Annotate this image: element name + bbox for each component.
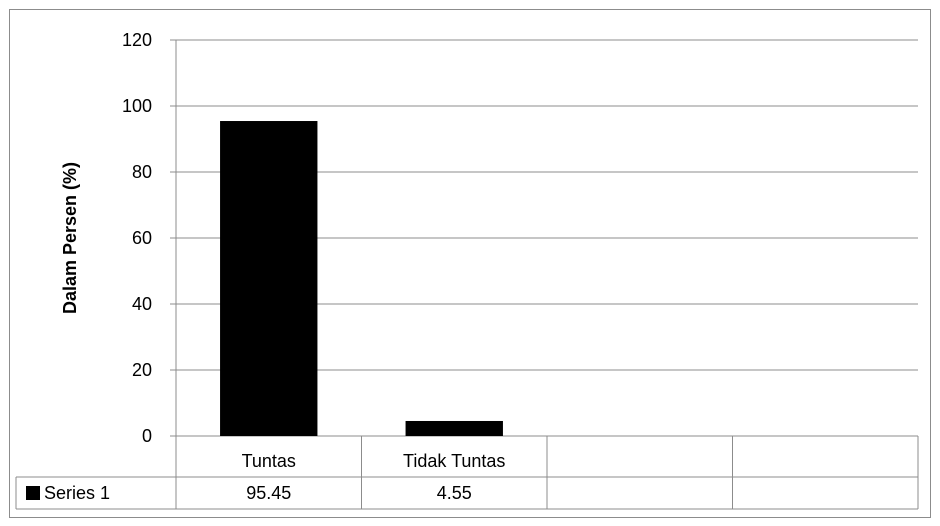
y-axis-tick-labels: 0 20 40 60 80 100 120 [122, 30, 152, 446]
y-tick-label: 60 [132, 228, 152, 248]
category-label: Tidak Tuntas [403, 451, 505, 471]
category-label: Tuntas [242, 451, 296, 471]
data-value: 4.55 [437, 483, 472, 503]
series-name: Series 1 [44, 483, 110, 503]
y-tick-label: 100 [122, 96, 152, 116]
y-tick-label: 0 [142, 426, 152, 446]
y-tick-label: 40 [132, 294, 152, 314]
y-tick-label: 20 [132, 360, 152, 380]
y-axis-label: Dalam Persen (%) [60, 162, 80, 314]
y-tick-label: 120 [122, 30, 152, 50]
legend-key [26, 486, 40, 500]
bar-2 [405, 420, 503, 436]
y-tick-label: 80 [132, 162, 152, 182]
bars [220, 121, 503, 436]
data-table: Tuntas Tidak Tuntas Series 1 95.45 4.55 [15, 436, 919, 510]
bar-1 [220, 121, 318, 436]
data-value: 95.45 [246, 483, 291, 503]
